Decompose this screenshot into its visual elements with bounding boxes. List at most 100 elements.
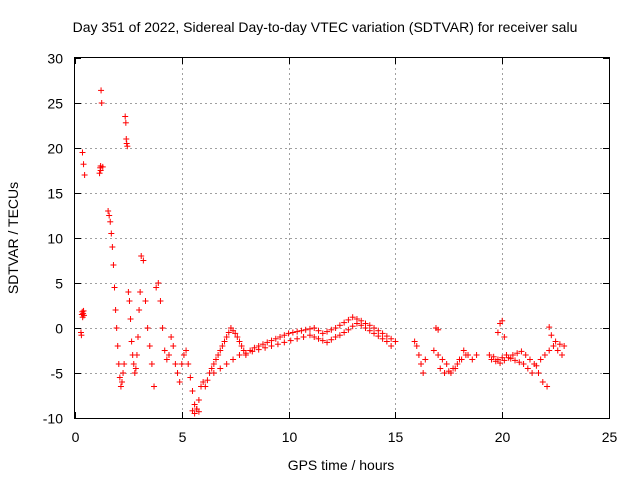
data-point (140, 257, 147, 264)
data-point (79, 149, 86, 156)
data-point (306, 332, 313, 339)
data-point (501, 357, 508, 364)
data-point (221, 338, 228, 345)
data-point (97, 167, 104, 174)
data-point (497, 360, 504, 367)
data-point (353, 320, 360, 327)
data-point (137, 289, 144, 295)
data-point (379, 330, 386, 337)
data-point (458, 356, 465, 363)
data-point (281, 332, 288, 339)
data-point (238, 343, 245, 349)
data-point (435, 326, 442, 333)
y-tick-label: -5 (51, 366, 64, 382)
data-point (176, 379, 183, 385)
data-point (546, 347, 553, 354)
x-tick-label: 20 (495, 429, 511, 445)
data-point (98, 87, 105, 94)
data-point (341, 329, 348, 336)
data-point (559, 352, 566, 358)
data-point (155, 280, 162, 286)
data-point (165, 352, 172, 358)
data-point (411, 338, 418, 345)
data-point (108, 230, 115, 237)
data-point (146, 343, 153, 349)
data-point (375, 327, 382, 334)
data-point (120, 370, 127, 376)
data-point (281, 339, 288, 346)
data-point (268, 337, 275, 344)
data-point (242, 350, 249, 357)
y-axis-title: SDTVAR / TECUs (5, 182, 21, 294)
data-point (420, 370, 427, 376)
data-point (189, 388, 196, 394)
data-point (274, 341, 281, 348)
data-point (505, 354, 512, 361)
data-point (535, 370, 542, 376)
data-point (180, 352, 187, 358)
data-point (315, 335, 322, 342)
plot-frame (74, 57, 610, 419)
data-point (561, 343, 568, 349)
data-point (124, 143, 131, 150)
data-points (77, 87, 568, 417)
data-point (109, 244, 116, 250)
data-point (383, 333, 390, 340)
data-point (324, 339, 331, 346)
data-point (524, 365, 531, 372)
data-point (114, 343, 121, 349)
data-point (136, 307, 143, 313)
data-point (371, 325, 378, 331)
data-point (349, 314, 356, 321)
data-point (208, 365, 215, 372)
data-point (116, 374, 123, 381)
data-point (516, 359, 523, 366)
data-point (183, 347, 190, 354)
data-point (264, 339, 271, 346)
data-point (512, 357, 519, 364)
data-point (319, 330, 326, 337)
data-point (488, 356, 495, 363)
data-point (132, 365, 139, 372)
data-point (219, 343, 226, 349)
data-point (125, 289, 132, 295)
data-point (415, 352, 422, 358)
data-point (174, 370, 181, 376)
data-point (430, 347, 437, 354)
data-point (81, 172, 88, 178)
data-point (80, 312, 87, 319)
data-point (539, 379, 546, 385)
data-point (121, 361, 128, 367)
y-tick-label: -10 (43, 411, 63, 427)
data-point (388, 335, 395, 342)
data-point (469, 356, 476, 363)
data-point (319, 337, 326, 344)
data-point (191, 401, 198, 408)
data-point (107, 218, 114, 225)
data-point (110, 262, 117, 268)
x-axis-title: GPS time / hours (288, 457, 395, 473)
data-point (499, 317, 506, 324)
data-point (277, 334, 284, 340)
data-point (115, 361, 122, 367)
data-point (236, 352, 243, 358)
data-point (185, 361, 192, 367)
x-tick-label: 10 (282, 429, 298, 445)
data-point (159, 325, 166, 331)
data-point (80, 161, 87, 168)
data-point (123, 140, 130, 147)
x-tick-label: 25 (602, 429, 618, 445)
data-point (548, 332, 555, 339)
data-point (195, 408, 202, 415)
data-point (217, 365, 224, 372)
data-point (142, 298, 149, 304)
data-point (289, 329, 296, 336)
y-tick-label: 10 (47, 231, 63, 247)
data-point (153, 284, 160, 291)
data-point (225, 329, 232, 336)
data-point (178, 361, 185, 367)
data-point (450, 365, 457, 372)
data-point (126, 298, 133, 304)
data-point (163, 356, 170, 363)
data-point (168, 334, 175, 340)
